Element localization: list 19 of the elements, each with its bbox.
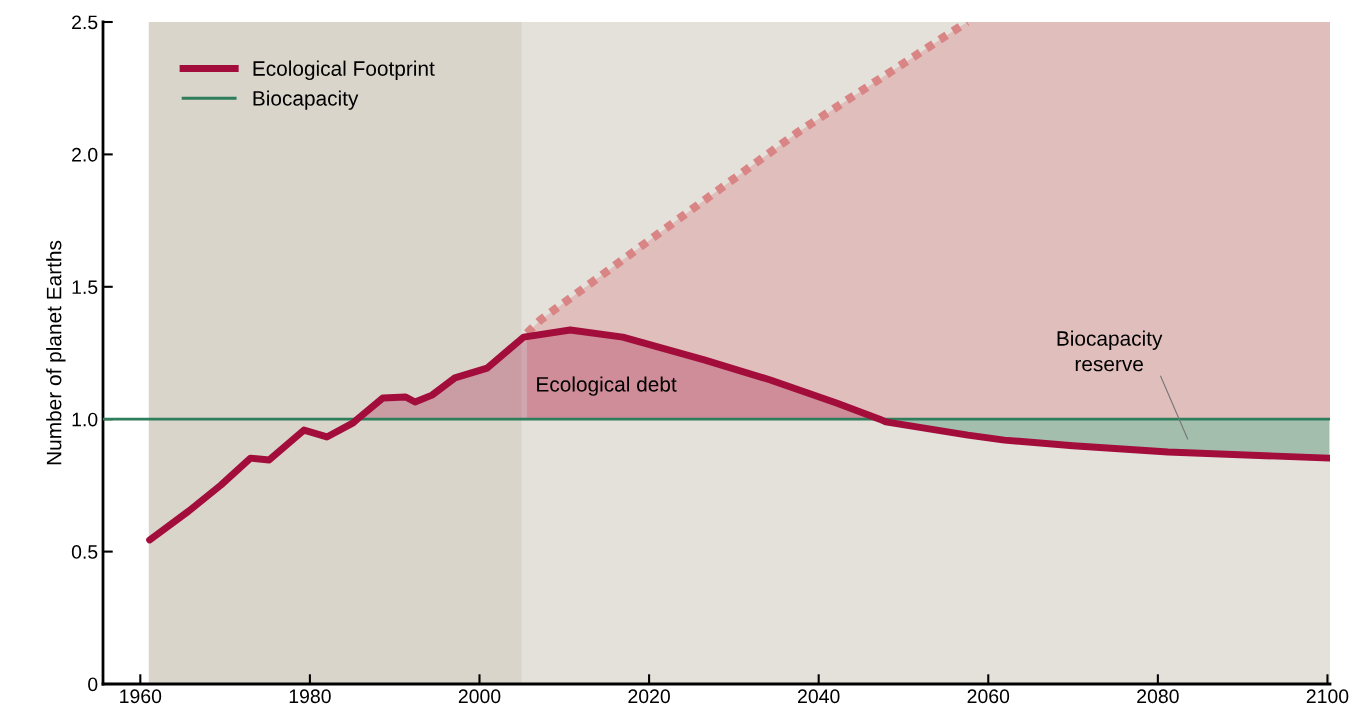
x-tick-label: 1960 [120, 689, 162, 704]
x-tick-label: 2080 [1137, 689, 1179, 704]
y-tick-label: 2.0 [72, 147, 98, 162]
legend-label: Ecological Footprint [253, 60, 435, 81]
y-tick-label: 0.5 [71, 545, 98, 559]
x-tick-label: 2100 [1306, 689, 1349, 704]
x-tick-label: 1980 [289, 689, 331, 704]
y-tick-label: 1.0 [72, 412, 98, 427]
x-tick-label: 2040 [798, 689, 840, 704]
y-tick-label: 2.5 [72, 15, 98, 30]
x-tick-label: 2000 [458, 689, 501, 704]
y-tick-label: 0 [88, 677, 98, 692]
annotation: Biocapacity reserve [1057, 330, 1163, 372]
y-tick-label: 1.5 [72, 280, 98, 295]
y-axis-title: Number of planet Earths [46, 240, 66, 465]
legend-label: Biocapacity [253, 90, 359, 110]
x-tick-label: 2020 [628, 689, 670, 704]
x-tick-label: 2060 [967, 689, 1010, 704]
annotation: Ecological debt [537, 376, 677, 396]
